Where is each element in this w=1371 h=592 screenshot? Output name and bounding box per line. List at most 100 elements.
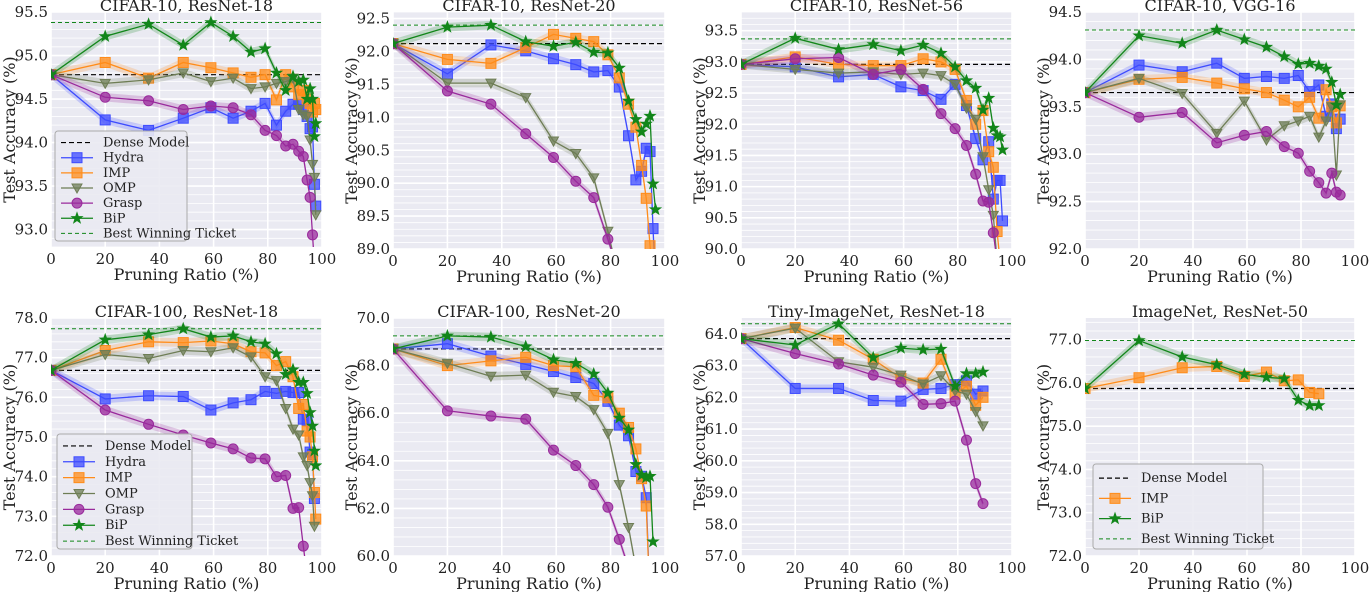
x-axis-label: Pruning Ratio (%) [456, 267, 602, 286]
legend-label: IMP [1141, 491, 1168, 506]
subplot-title: CIFAR-10, VGG-16 [1145, 0, 1296, 15]
point-bip [258, 336, 272, 350]
x-tick-label: 100 [1341, 559, 1370, 577]
y-tick-label: 95.5 [15, 3, 48, 21]
point-omp [587, 405, 600, 416]
point-bip [1237, 367, 1251, 380]
point-hydra [547, 53, 559, 65]
point-bip [484, 18, 498, 31]
point-omp [569, 392, 582, 403]
point-bip [969, 81, 983, 94]
x-tick-label: 0 [46, 250, 56, 268]
y-tick-label: 77.0 [15, 349, 48, 367]
point-grasp [917, 83, 929, 95]
point-hydra [1211, 57, 1223, 69]
point-bip [995, 142, 1010, 156]
line-omp [741, 63, 997, 249]
point-grasp [270, 130, 282, 142]
point-grasp [143, 95, 155, 107]
y-axis-label: Test Accuracy (%) [1034, 57, 1053, 203]
point-imp [99, 56, 111, 68]
point-bip [894, 341, 908, 354]
point-imp [1330, 117, 1342, 129]
point-grasp [970, 478, 982, 490]
band-bip [51, 18, 316, 141]
point-grasp [960, 139, 972, 151]
point-omp [279, 403, 292, 415]
legend-marker-hydra [73, 456, 85, 468]
y-axis-label: Test Accuracy (%) [690, 57, 709, 203]
y-tick-label: 94.5 [1049, 3, 1082, 21]
point-grasp [1326, 167, 1338, 179]
point-imp [1304, 91, 1316, 103]
point-bip [51, 67, 58, 81]
point-grasp [867, 369, 879, 381]
point-imp [1211, 77, 1223, 89]
point-grasp [935, 108, 947, 120]
plot-area [1085, 333, 1355, 412]
point-imp [1320, 84, 1332, 96]
y-tick-label: 76.0 [1049, 374, 1082, 392]
x-tick-label: 20 [786, 559, 805, 577]
point-grasp [895, 63, 907, 75]
x-tick-label: 40 [492, 559, 511, 577]
point-grasp [547, 151, 559, 163]
band-grasp [741, 334, 984, 508]
point-imp [1176, 71, 1188, 83]
x-tick-label: 100 [651, 252, 680, 270]
point-omp [227, 343, 239, 354]
point-grasp [270, 471, 282, 483]
y-tick-label: 70.0 [357, 309, 390, 327]
point-imp [520, 351, 532, 363]
point-bip [1312, 58, 1326, 72]
point-bip [1277, 371, 1291, 385]
point-bip [788, 337, 802, 351]
point-omp [977, 421, 989, 432]
x-tick-label: 100 [651, 559, 680, 577]
y-tick-label: 91.5 [357, 75, 390, 93]
legend-label: Hydra [105, 455, 146, 470]
x-tick-label: 0 [1080, 252, 1090, 270]
point-omp [1210, 128, 1223, 140]
point-bip [1210, 357, 1224, 371]
point-hydra [259, 385, 271, 397]
point-bip [1291, 393, 1305, 406]
legend-label: Dense Model [103, 136, 189, 151]
point-imp [648, 277, 658, 287]
x-tick-label: 100 [308, 559, 337, 577]
legend-entry: Dense Model [1099, 471, 1227, 486]
subplot-title: CIFAR-10, ResNet-18 [100, 0, 273, 15]
legend-label: IMP [103, 166, 130, 181]
point-grasp [960, 434, 972, 446]
point-grasp [867, 68, 879, 80]
point-bip [934, 46, 948, 59]
point-hydra [99, 393, 111, 405]
point-grasp [1320, 187, 1332, 199]
legend-entry: Grasp [61, 196, 142, 211]
point-imp [245, 71, 257, 83]
point-omp [297, 452, 310, 463]
point-grasp [485, 410, 497, 422]
y-tick-label: 92.5 [357, 10, 390, 28]
point-imp [917, 53, 929, 65]
y-tick-label: 93.5 [705, 22, 738, 40]
point-bip [629, 457, 643, 471]
point-hydra [789, 382, 801, 394]
point-hydra [177, 391, 189, 403]
plot-area [741, 318, 1012, 510]
point-bip [279, 83, 293, 97]
x-tick-label: 40 [1183, 559, 1202, 577]
point-omp [789, 64, 802, 76]
point-hydra [983, 136, 995, 148]
subplot-title: CIFAR-10, ResNet-20 [442, 0, 615, 15]
point-imp [935, 56, 947, 68]
point-bip [303, 81, 317, 95]
legend: Dense Model IMP BiP Best Winning Ticket [1092, 463, 1275, 550]
point-omp [309, 210, 322, 221]
point-hydra [205, 404, 217, 416]
point-bip [916, 342, 930, 356]
point-bip [982, 91, 996, 104]
point-bip [305, 418, 320, 432]
x-tick-label: 40 [150, 250, 169, 268]
y-tick-label: 60.0 [705, 452, 738, 470]
